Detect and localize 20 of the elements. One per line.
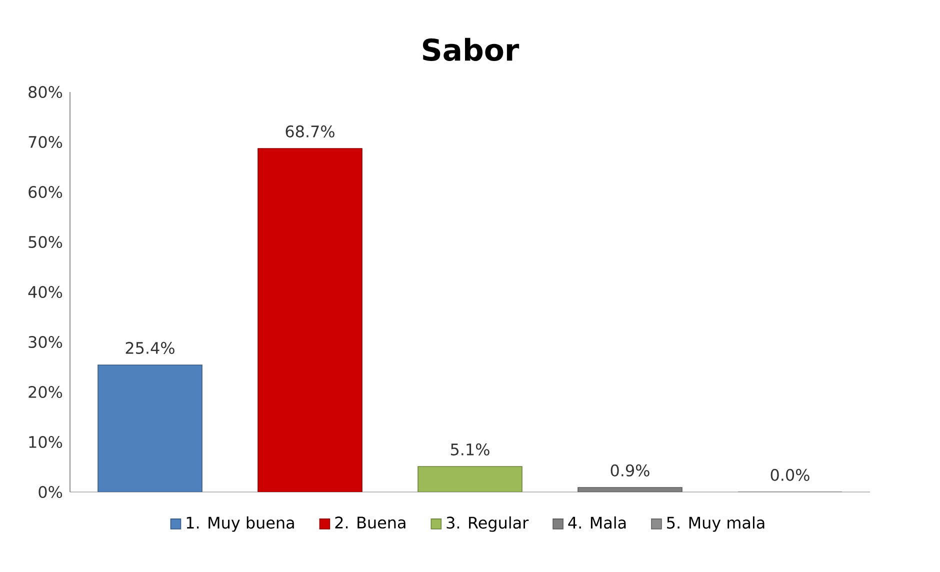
data-label: 25.4% <box>126 342 174 354</box>
legend-label: 1. Muy buena <box>186 516 294 532</box>
legend-label: 3. Regular <box>446 516 529 532</box>
y-tick-label: 10% <box>29 436 62 448</box>
data-label: 0.9% <box>610 464 650 476</box>
y-tick-label: 20% <box>28 386 62 398</box>
y-tick-label: 40% <box>28 286 62 298</box>
data-label: 5.1% <box>450 443 490 456</box>
legend-label: 5. Muy mala <box>667 516 764 532</box>
y-tick-label: 60% <box>28 186 62 198</box>
y-tick-label: 80% <box>28 86 62 98</box>
legend-label: 4. Mala <box>568 516 626 529</box>
legend-label: 2. Buena <box>335 516 406 529</box>
y-tick-label: 30% <box>28 336 62 348</box>
data-label: 0.0% <box>770 468 810 481</box>
data-label: 68.7% <box>286 125 334 138</box>
y-tick-label: 0% <box>38 486 62 498</box>
y-tick-label: 70% <box>28 136 62 148</box>
y-tick-label: 50% <box>28 236 62 248</box>
chart-title: Sabor <box>422 38 520 62</box>
